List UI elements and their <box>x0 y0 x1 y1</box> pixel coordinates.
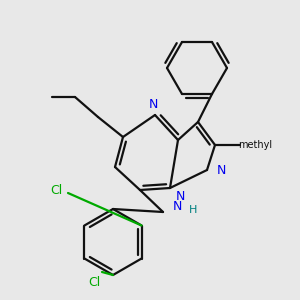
Text: Cl: Cl <box>50 184 62 197</box>
Text: N: N <box>175 190 185 202</box>
Text: methyl: methyl <box>238 140 272 150</box>
Text: Cl: Cl <box>88 275 100 289</box>
Text: N: N <box>216 164 226 176</box>
Text: H: H <box>189 205 197 215</box>
Text: N: N <box>148 98 158 112</box>
Text: N: N <box>172 200 182 214</box>
